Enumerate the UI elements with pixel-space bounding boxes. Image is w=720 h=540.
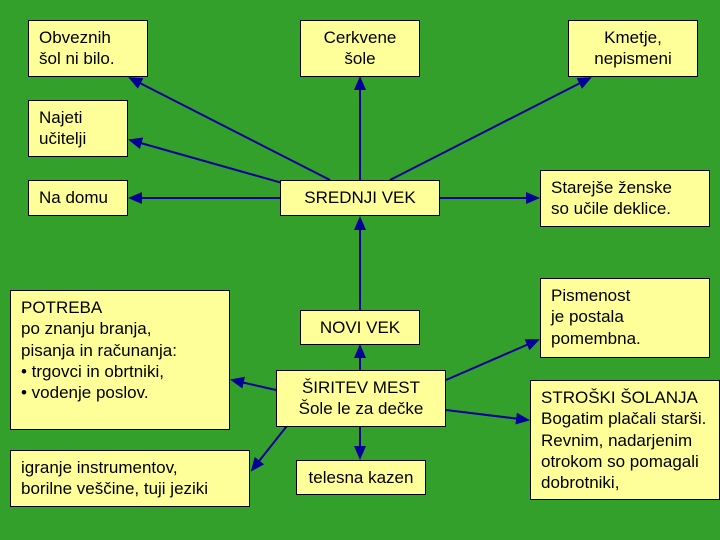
node-obveznih: Obveznih šol ni bilo. bbox=[28, 20, 148, 77]
node-najeti: Najeti učitelji bbox=[28, 100, 128, 157]
node-srednji: SREDNJI VEK bbox=[280, 180, 440, 216]
node-pismenost: Pismenost je postala pomembna. bbox=[540, 278, 710, 358]
node-stroski: STROŠKI ŠOLANJA Bogatim plačali starši. … bbox=[530, 380, 720, 500]
node-potreba: POTREBA po znanju branja, pisanja in rač… bbox=[10, 290, 230, 430]
node-starejse: Starejše ženske so učile deklice. bbox=[540, 170, 710, 227]
node-cerkvene: Cerkvene šole bbox=[300, 20, 420, 77]
node-nadomu: Na domu bbox=[28, 180, 128, 216]
node-novi: NOVI VEK bbox=[300, 310, 420, 345]
diagram-canvas: Obveznih šol ni bilo. Cerkvene šole Kmetje… bbox=[0, 0, 720, 540]
node-igranje: igranje instrumentov, borilne veščine, t… bbox=[10, 450, 250, 507]
node-telesna: telesna kazen bbox=[296, 460, 426, 495]
node-siritev: ŠIRITEV MEST Šole le za dečke bbox=[276, 370, 446, 427]
node-kmetje: Kmetje, nepismeni bbox=[568, 20, 698, 77]
